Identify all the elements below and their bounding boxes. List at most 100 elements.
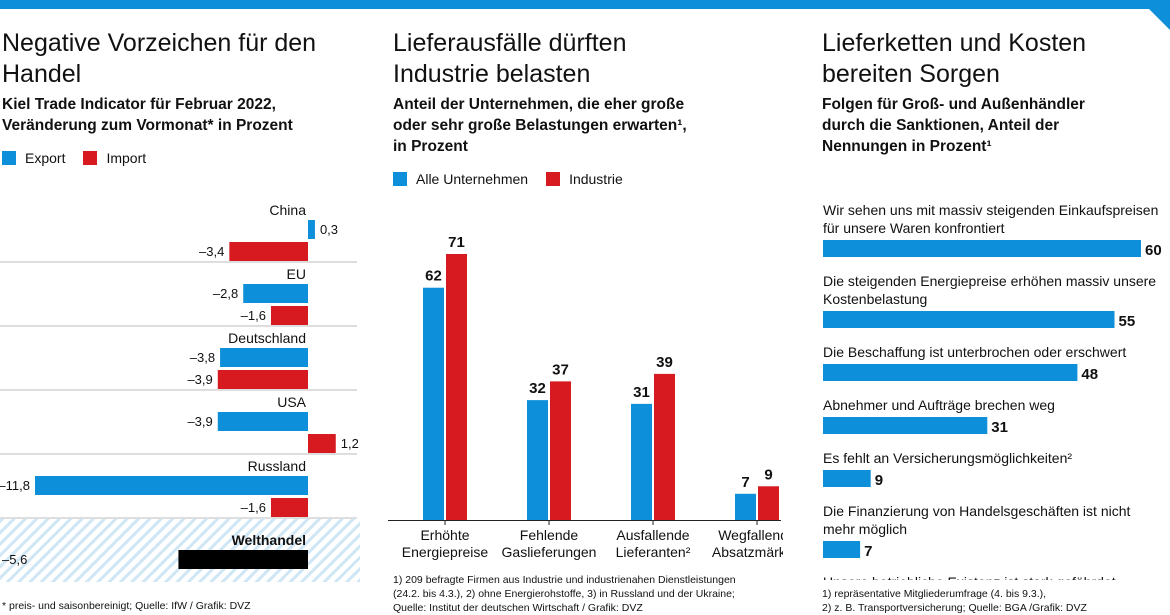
legend-item-export: Export — [2, 150, 65, 166]
panel1-title-line2: Handel — [2, 60, 82, 88]
bar-industrie-fehlende — [550, 381, 571, 520]
bar-1 — [823, 240, 1141, 257]
panel2-footnote-line1: 1) 209 befragte Firmen aus Industrie und… — [393, 574, 736, 586]
value-label-import-china: –3,4 — [199, 244, 224, 259]
bar-3 — [823, 364, 1078, 381]
category-label-2-line1: Die steigenden Energiepreise erhöhen mas… — [823, 273, 1156, 289]
panel2-footnote-line2: (24.2. bis 4.3.), 2) ohne Energierohstof… — [393, 588, 735, 600]
bar-alle-unternehmen-erh-hte — [423, 287, 444, 520]
panel3-title-line2: bereiten Sorgen — [822, 60, 1000, 88]
value-label-industrie-fehlende: 37 — [552, 361, 569, 378]
panel3-subtitle-line2: durch die Sanktionen, Anteil der — [822, 117, 1060, 134]
bar-welthandel — [178, 550, 308, 569]
bar-5 — [823, 470, 871, 487]
category-label-eu: EU — [287, 266, 306, 282]
category-label-deutschland: Deutschland — [228, 330, 306, 346]
bar-import-deutschland — [217, 370, 308, 389]
legend-item-all-companies: Alle Unternehmen — [393, 171, 528, 187]
bar-export-usa — [217, 412, 308, 431]
category-label-ausfallende-line1: Ausfallende — [616, 527, 689, 543]
value-label-export-usa: –3,9 — [187, 414, 212, 429]
category-label-1-line1: Wir sehen uns mit massiv steigenden Eink… — [823, 202, 1158, 218]
category-label-wegfallende-line2: Absatzmärkte³ — [712, 544, 783, 560]
legend-label-industry: Industrie — [569, 171, 623, 187]
value-label-import-russland: –1,6 — [241, 500, 266, 515]
category-label-welthandel: Welthandel — [232, 532, 306, 548]
panel-supply-chain: Lieferketten und Kosten bereiten Sorgen … — [822, 0, 1170, 615]
panel2-footnote: 1) 209 befragte Firmen aus Industrie und… — [393, 573, 736, 615]
panel3-footnote: 1) repräsentative Mitgliederumfrage (4. … — [822, 587, 1087, 615]
value-label-import-deutschland: –3,9 — [187, 372, 212, 387]
value-label-export-china: 0,3 — [320, 222, 338, 237]
value-label-1: 60 — [1145, 242, 1162, 259]
value-label-import-usa: 1,2 — [341, 436, 359, 451]
bar-alle-unternehmen-fehlende — [527, 400, 548, 520]
corner-accent — [1140, 0, 1170, 30]
category-label-erh-hte-line2: Energiepreise — [402, 544, 489, 560]
legend-label-import: Import — [106, 150, 147, 166]
value-label-export-deutschland: –3,8 — [190, 350, 215, 365]
panel3-subtitle: Folgen für Groß- und Außenhändler durch … — [822, 94, 1085, 157]
bar-export-russland — [35, 476, 308, 495]
category-label-erh-hte-line1: Erhöhte — [420, 527, 469, 543]
supply-chain-chart: Wir sehen uns mit massiv steigenden Eink… — [823, 202, 1162, 580]
bar-export-deutschland — [220, 348, 308, 367]
panel2-footnote-line3: Quelle: Institut der deutschen Wirtschaf… — [393, 602, 643, 614]
value-label-alle-unternehmen-wegfallende: 7 — [741, 474, 749, 491]
value-label-export-eu: –2,8 — [213, 286, 238, 301]
bar-industrie-erh-hte — [446, 254, 467, 520]
bar-import-china — [229, 242, 308, 261]
value-label-alle-unternehmen-ausfallende: 31 — [633, 384, 650, 401]
bar-import-usa — [308, 434, 336, 453]
value-label-alle-unternehmen-erh-hte: 62 — [425, 268, 442, 285]
category-label-6-line1: Die Finanzierung von Handelsgeschäften i… — [823, 503, 1131, 519]
category-label-fehlende-line2: Gaslieferungen — [502, 544, 597, 560]
panel3-subtitle-line1: Folgen für Groß- und Außenhändler — [822, 96, 1085, 113]
bar-2 — [823, 311, 1115, 328]
panel1-legend: Export Import — [2, 150, 164, 166]
value-label-welthandel: –5,6 — [2, 552, 27, 567]
category-label-2-line2: Kostenbelastung — [823, 291, 927, 307]
value-label-5: 9 — [875, 472, 883, 489]
bar-alle-unternehmen-wegfallende — [735, 493, 756, 520]
panel2-title: Lieferausfälle dürften Industrie belaste… — [393, 28, 626, 90]
panel3-footnote-line1: 1) repräsentative Mitgliederumfrage (4. … — [822, 588, 1047, 600]
top-accent-bar — [0, 0, 1170, 9]
panel2-subtitle-line1: Anteil der Unternehmen, die eher große — [393, 96, 685, 113]
legend-item-import: Import — [83, 150, 146, 166]
category-label-russland: Russland — [248, 458, 306, 474]
category-label-1-line2: für unsere Waren konfrontiert — [823, 220, 1005, 236]
trade-indicator-chart: China 0,3 –3,4 EU –2,8 –1,6 Deutschland –3,8 –3,… — [0, 202, 360, 582]
panel3-subtitle-line3: Nennungen in Prozent¹ — [822, 138, 992, 155]
panel1-title: Negative Vorzeichen für den Handel — [2, 28, 316, 90]
bar-6 — [823, 541, 861, 558]
panel1-subtitle-line2: Veränderung zum Vormonat* in Prozent — [2, 117, 293, 134]
value-label-2: 55 — [1119, 313, 1136, 330]
legend-swatch-industry — [546, 172, 561, 186]
value-label-industrie-ausfallende: 39 — [656, 354, 673, 371]
value-label-6: 7 — [864, 543, 872, 560]
panel2-legend: Alle Unternehmen Industrie — [393, 171, 641, 187]
panel1-title-line1: Negative Vorzeichen für den — [2, 29, 317, 57]
bar-import-russland — [270, 498, 308, 517]
value-label-industrie-erh-hte: 71 — [448, 234, 465, 251]
category-label-china: China — [269, 202, 306, 218]
panel3-footnote-line2: 2) z. B. Transportversicherung; Quelle: … — [822, 602, 1087, 614]
category-label-wegfallende-line1: Wegfallende — [718, 527, 783, 543]
value-label-export-russland: –11,8 — [0, 478, 30, 493]
bar-import-eu — [270, 306, 308, 325]
value-label-industrie-wegfallende: 9 — [764, 466, 772, 483]
category-label-3-line1: Die Beschaffung ist unterbrochen oder er… — [823, 344, 1126, 360]
bar-industrie-wegfallende — [758, 486, 779, 520]
panel2-title-line2: Industrie belasten — [393, 60, 591, 88]
category-label-ausfallende-line2: Lieferanten² — [616, 544, 691, 560]
bar-industrie-ausfallende — [654, 373, 675, 520]
panel-trade-indicator: Negative Vorzeichen für den Handel Kiel … — [0, 0, 360, 615]
legend-item-industry: Industrie — [546, 171, 623, 187]
panel2-title-line1: Lieferausfälle dürften — [393, 29, 627, 57]
panel-industry-burden: Lieferausfälle dürften Industrie belaste… — [388, 0, 793, 615]
category-label-6-line2: mehr möglich — [823, 521, 907, 537]
panel2-subtitle-line2: oder sehr große Belastungen erwarten¹, — [393, 117, 687, 134]
panel2-subtitle: Anteil der Unternehmen, die eher große o… — [393, 94, 687, 157]
